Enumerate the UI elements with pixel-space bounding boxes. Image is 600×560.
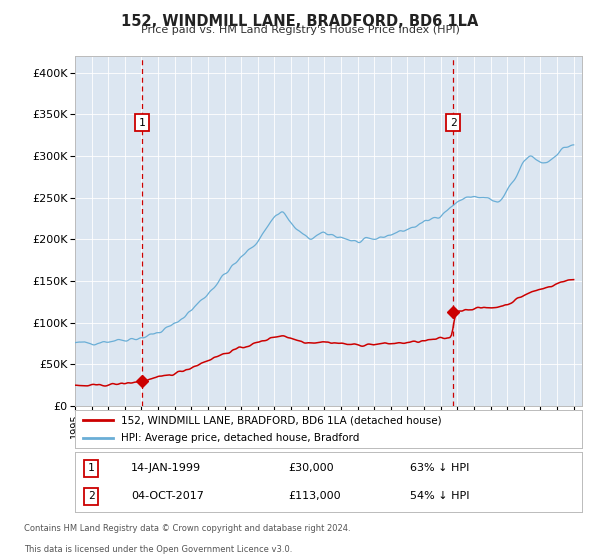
Text: 54% ↓ HPI: 54% ↓ HPI (410, 491, 469, 501)
Text: Contains HM Land Registry data © Crown copyright and database right 2024.: Contains HM Land Registry data © Crown c… (24, 524, 350, 533)
Text: HPI: Average price, detached house, Bradford: HPI: Average price, detached house, Brad… (121, 433, 359, 443)
Text: Price paid vs. HM Land Registry's House Price Index (HPI): Price paid vs. HM Land Registry's House … (140, 25, 460, 35)
Text: 04-OCT-2017: 04-OCT-2017 (131, 491, 203, 501)
Text: This data is licensed under the Open Government Licence v3.0.: This data is licensed under the Open Gov… (24, 545, 292, 554)
Text: 152, WINDMILL LANE, BRADFORD, BD6 1LA: 152, WINDMILL LANE, BRADFORD, BD6 1LA (121, 14, 479, 29)
Text: 63% ↓ HPI: 63% ↓ HPI (410, 463, 469, 473)
Text: 2: 2 (450, 118, 457, 128)
Text: £30,000: £30,000 (288, 463, 334, 473)
Text: 2: 2 (88, 491, 95, 501)
Text: 14-JAN-1999: 14-JAN-1999 (131, 463, 201, 473)
Text: £113,000: £113,000 (288, 491, 341, 501)
Text: 1: 1 (88, 463, 95, 473)
Text: 152, WINDMILL LANE, BRADFORD, BD6 1LA (detached house): 152, WINDMILL LANE, BRADFORD, BD6 1LA (d… (121, 415, 441, 425)
Text: 1: 1 (139, 118, 146, 128)
